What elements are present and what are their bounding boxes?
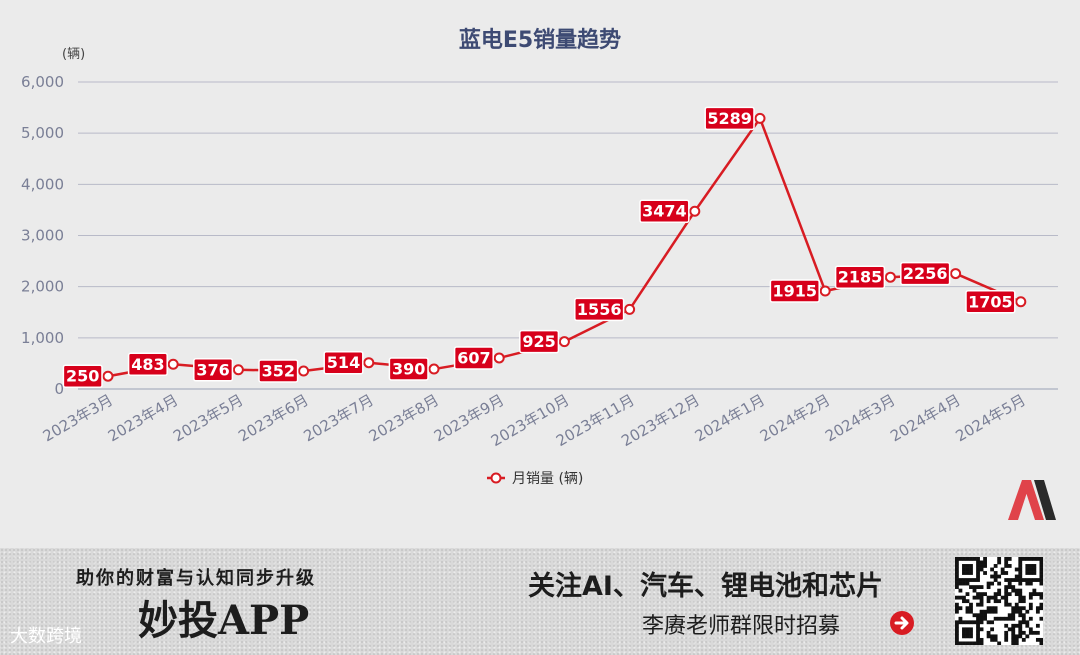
x-tick-label: 2024年2月 bbox=[757, 391, 833, 445]
data-label-box bbox=[258, 359, 299, 383]
data-label: 925 bbox=[522, 332, 555, 351]
x-tick-label: 2023年5月 bbox=[170, 391, 246, 445]
x-tick-label: 2023年6月 bbox=[235, 391, 311, 445]
data-label: 390 bbox=[392, 360, 425, 379]
data-label: 2256 bbox=[903, 264, 948, 283]
arrow-right-circle-icon[interactable] bbox=[890, 611, 914, 635]
data-point[interactable] bbox=[558, 336, 570, 348]
data-label-box bbox=[704, 106, 755, 131]
data-label: 1556 bbox=[577, 300, 622, 319]
data-label: 5289 bbox=[707, 109, 752, 128]
data-point[interactable] bbox=[363, 357, 375, 369]
data-point[interactable] bbox=[298, 365, 310, 377]
data-label-box bbox=[127, 352, 168, 377]
y-tick-label: 0 bbox=[54, 380, 64, 398]
m-logo-icon bbox=[1004, 474, 1060, 522]
data-label: 607 bbox=[457, 348, 490, 367]
data-point[interactable] bbox=[624, 303, 636, 315]
y-axis-unit: (辆) bbox=[62, 47, 85, 62]
x-tick-label: 2023年7月 bbox=[300, 391, 376, 445]
data-point[interactable] bbox=[1015, 296, 1027, 308]
data-point[interactable] bbox=[689, 205, 701, 217]
data-label-box bbox=[769, 279, 820, 303]
y-tick-label: 1,000 bbox=[21, 329, 64, 347]
data-label: 514 bbox=[327, 353, 360, 372]
x-tick-label: 2024年3月 bbox=[822, 391, 898, 445]
data-label: 1705 bbox=[968, 292, 1013, 311]
data-label-box bbox=[193, 358, 234, 382]
data-point[interactable] bbox=[232, 364, 244, 376]
x-tick-label: 2024年4月 bbox=[887, 391, 963, 445]
line-chart: 蓝电E5销量趋势 (辆) 0 1,000 2,000 3,000 4,000 5,000 6… bbox=[21, 27, 1058, 487]
data-point[interactable] bbox=[428, 363, 440, 375]
watermark-text: 大数跨境 bbox=[10, 626, 82, 647]
legend-label: 月销量 (辆) bbox=[512, 471, 583, 487]
data-point[interactable] bbox=[102, 370, 114, 382]
x-tick-label: 2024年1月 bbox=[692, 391, 768, 445]
data-point[interactable] bbox=[950, 268, 962, 280]
banner-tagline: 助你的财富与认知同步升级 bbox=[76, 568, 316, 589]
data-label: 1915 bbox=[773, 282, 818, 301]
banner-app-name: 妙投APP bbox=[138, 597, 310, 644]
data-label: 3474 bbox=[642, 202, 687, 221]
data-point[interactable] bbox=[754, 112, 766, 124]
chart-area: 蓝电E5销量趋势 (辆) 0 1,000 2,000 3,000 4,000 5,000 6… bbox=[21, 27, 1060, 522]
data-point[interactable] bbox=[167, 358, 179, 370]
data-label-box bbox=[453, 346, 494, 370]
y-tick-label: 6,000 bbox=[21, 73, 64, 91]
legend-point-marker bbox=[490, 472, 502, 484]
data-label-box bbox=[900, 261, 951, 286]
data-label-box bbox=[574, 297, 625, 322]
data-label-box bbox=[965, 290, 1016, 314]
data-label: 352 bbox=[262, 361, 295, 380]
y-tick-label: 5,000 bbox=[21, 124, 64, 142]
x-tick-label: 2023年3月 bbox=[40, 391, 116, 445]
data-label-box bbox=[388, 357, 429, 381]
chart-legend[interactable]: 月销量 (辆) bbox=[487, 471, 583, 487]
banner-subline[interactable]: 李赓老师群限时招募 bbox=[642, 614, 841, 639]
qr-code-icon[interactable] bbox=[955, 557, 1044, 646]
banner-headline: 关注AI、汽车、锂电池和芯片 bbox=[528, 571, 883, 602]
data-label-box bbox=[323, 350, 364, 375]
data-point[interactable] bbox=[884, 271, 896, 283]
x-tick-label: 2024年5月 bbox=[952, 391, 1028, 445]
data-label: 483 bbox=[131, 355, 164, 374]
data-label: 250 bbox=[66, 367, 99, 386]
data-label-box bbox=[519, 329, 560, 354]
x-tick-label: 2023年4月 bbox=[105, 391, 181, 445]
y-tick-label: 3,000 bbox=[21, 227, 64, 245]
data-label: 376 bbox=[196, 360, 229, 379]
y-tick-label: 4,000 bbox=[21, 175, 64, 193]
data-label: 2185 bbox=[838, 268, 883, 287]
data-label-box bbox=[639, 199, 690, 223]
y-tick-label: 2,000 bbox=[21, 278, 64, 296]
data-label-box bbox=[62, 364, 103, 388]
data-label-box bbox=[834, 265, 886, 289]
data-point[interactable] bbox=[493, 352, 505, 364]
x-tick-label: 2023年8月 bbox=[366, 391, 442, 445]
promo-banner[interactable]: 助你的财富与认知同步升级 妙投APP 大数跨境 关注AI、汽车、锂电池和芯片 李… bbox=[0, 548, 1080, 655]
chart-title: 蓝电E5销量趋势 bbox=[459, 27, 621, 53]
data-point[interactable] bbox=[819, 285, 831, 297]
